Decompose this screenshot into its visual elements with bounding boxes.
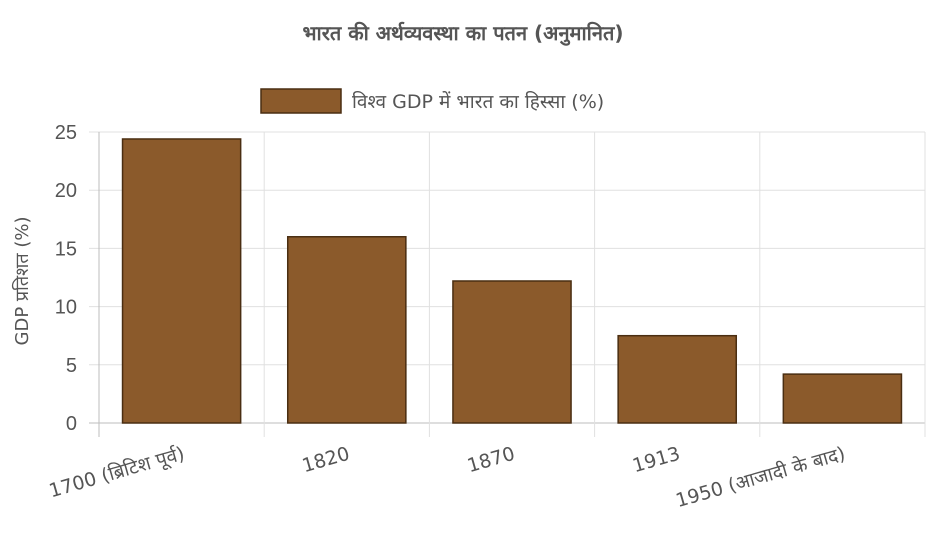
- y-tick-label: 10: [55, 297, 77, 319]
- y-axis-ticks: 0 5 10 15 20 25: [55, 122, 77, 435]
- legend[interactable]: विश्व GDP में भारत का हिस्सा (%): [260, 88, 604, 114]
- bar[interactable]: [617, 334, 738, 424]
- x-tick-label: 1820: [300, 443, 353, 477]
- bar[interactable]: [121, 138, 242, 424]
- legend-swatch: [260, 88, 342, 114]
- y-tick-label: 5: [66, 355, 77, 377]
- bars: [121, 138, 903, 424]
- x-tick-label: 1950 (आजादी के बाद): [673, 442, 848, 512]
- y-tick-label: 25: [55, 122, 77, 144]
- bar[interactable]: [452, 280, 572, 424]
- y-tick-label: 20: [55, 180, 77, 202]
- y-tick-label: 0: [66, 413, 77, 435]
- bar[interactable]: [286, 236, 407, 424]
- y-axis-label: GDP प्रतिशत (%): [11, 217, 33, 346]
- x-tick-label: 1870: [465, 443, 518, 477]
- legend-label: विश्व GDP में भारत का हिस्सा (%): [352, 90, 604, 113]
- chart-title: भारत की अर्थव्यवस्था का पतन (अनुमानित): [302, 21, 623, 46]
- x-tick-label: 1913: [630, 443, 683, 477]
- bar[interactable]: [782, 373, 903, 424]
- x-tick-label: 1700 (ब्रिटिश पूर्व): [46, 442, 187, 504]
- y-tick-label: 15: [55, 238, 77, 260]
